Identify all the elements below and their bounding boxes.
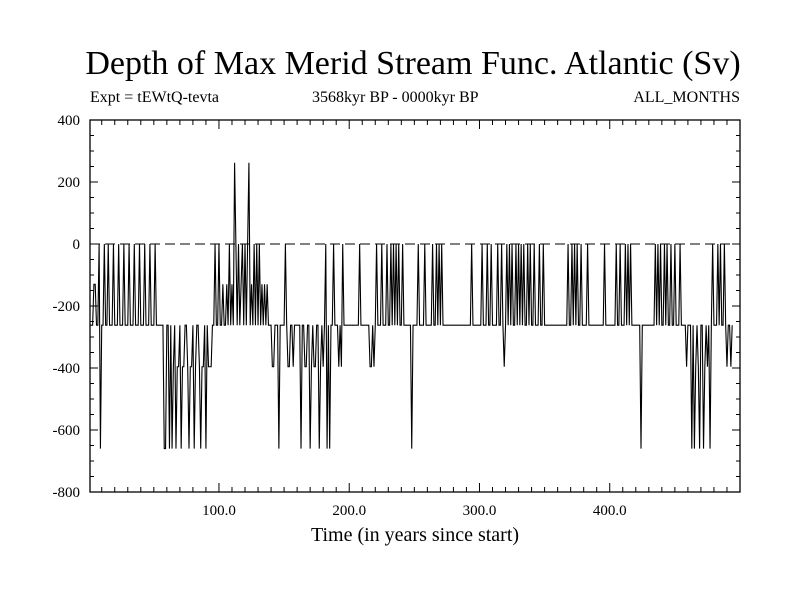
experiment-label: Expt = tEWtQ-tevta <box>90 89 219 106</box>
y-tick-label: -800 <box>53 485 81 501</box>
x-axis-label: Time (in years since start) <box>310 524 520 546</box>
y-tick-label: 0 <box>73 237 81 253</box>
y-tick-label: -400 <box>53 361 81 377</box>
months-label: ALL_MONTHS <box>633 89 740 106</box>
time-range-label: 3568kyr BP - 0000kyr BP <box>312 89 479 106</box>
y-tick-label: -600 <box>53 423 81 439</box>
y-tick-label: -200 <box>53 299 81 315</box>
y-tick-label: 400 <box>58 113 81 129</box>
chart-title: Depth of Max Merid Stream Func. Atlantic… <box>85 45 741 82</box>
x-tick-label: 100.0 <box>202 503 236 519</box>
x-tick-label: 400.0 <box>593 503 627 519</box>
plot-frame <box>89 119 741 493</box>
series-line-0 <box>90 162 733 450</box>
x-tick-label: 200.0 <box>332 503 366 519</box>
y-tick-label: 200 <box>58 175 81 191</box>
x-tick-label: 300.0 <box>463 503 497 519</box>
